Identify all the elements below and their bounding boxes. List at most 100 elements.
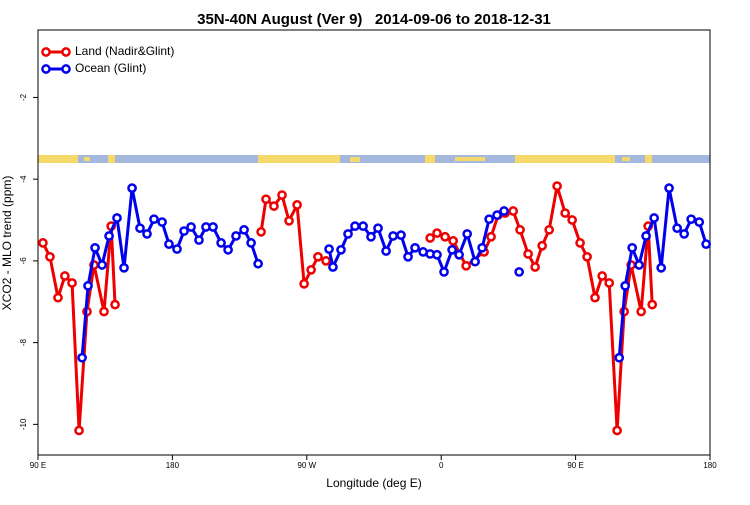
map-strip (38, 155, 710, 163)
data-point (620, 280, 631, 291)
y-axis-label: XCO2 - MLO trend (ppm) (0, 176, 14, 311)
data-point (396, 230, 406, 240)
data-point (679, 229, 690, 239)
data-point (38, 238, 48, 248)
data-point (582, 251, 592, 262)
x-tick-label: 90 W (297, 461, 316, 470)
data-point (324, 244, 334, 254)
data-point (523, 249, 533, 259)
legend-label: Land (Nadir&Glint) (75, 44, 174, 58)
data-point (45, 251, 55, 262)
data-point (53, 292, 63, 303)
x-axis-label: Longitude (deg E) (326, 476, 421, 490)
data-point (157, 217, 167, 227)
map-land (350, 157, 360, 162)
data-point (508, 206, 519, 216)
data-point (67, 278, 77, 288)
data-point (350, 221, 360, 232)
data-point (641, 231, 651, 241)
legend-label: Ocean (Glint) (75, 61, 146, 75)
map-land (84, 157, 90, 161)
data-point (544, 224, 555, 235)
data-point (388, 231, 398, 241)
data-point (439, 267, 449, 277)
data-point (477, 242, 487, 253)
data-point (664, 183, 674, 193)
data-point (112, 213, 122, 223)
map-land (455, 157, 485, 161)
data-point (74, 425, 84, 436)
data-point (358, 221, 368, 232)
data-point (701, 239, 711, 249)
data-point (149, 214, 159, 225)
data-point (77, 352, 87, 363)
data-point (461, 260, 471, 271)
data-point (239, 224, 249, 235)
data-point (686, 214, 697, 225)
data-point (253, 258, 263, 269)
data-point (97, 260, 107, 270)
data-point (83, 280, 93, 291)
data-point (110, 299, 120, 310)
y-tick-label: -2 (19, 93, 28, 101)
data-point (208, 222, 218, 232)
map-land (515, 155, 615, 163)
data-point (256, 227, 266, 237)
data-point (403, 251, 413, 262)
data-point (590, 292, 600, 303)
data-point (366, 231, 376, 242)
data-point (172, 244, 182, 254)
map-land (622, 157, 630, 161)
data-point (656, 262, 667, 273)
data-point (499, 206, 509, 216)
map-land (38, 155, 78, 163)
legend-marker (41, 64, 51, 74)
legend: Land (Nadir&Glint) Ocean (Glint) (41, 44, 174, 75)
data-point (142, 229, 152, 239)
x-tick-label: 90 E (30, 461, 46, 470)
data-point (530, 262, 540, 272)
data-point (99, 306, 109, 317)
data-point (440, 231, 450, 242)
data-point (432, 249, 442, 260)
map-land (258, 155, 340, 163)
data-point (514, 267, 525, 277)
data-point (179, 226, 189, 236)
data-point (484, 214, 494, 225)
data-point (284, 215, 294, 226)
data-point (381, 246, 391, 256)
data-point (604, 278, 615, 288)
data-point (216, 238, 226, 248)
data-point (649, 213, 659, 223)
y-tick-label: -6 (19, 257, 28, 265)
data-point (432, 228, 442, 238)
data-point (470, 256, 480, 267)
data-point (246, 238, 256, 248)
legend-marker (41, 47, 51, 57)
data-point (292, 200, 302, 210)
data-point (90, 242, 100, 253)
data-point (186, 222, 196, 232)
data-point (60, 271, 70, 281)
chart-title: 35N-40N August (Ver 9) 2014-09-06 to 201… (197, 11, 551, 28)
data-point (425, 233, 435, 243)
x-tick-label: 0 (439, 461, 444, 470)
legend-marker (61, 64, 71, 74)
data-point (410, 242, 420, 253)
data-point (492, 210, 502, 220)
data-point (336, 245, 346, 255)
data-point (299, 278, 309, 289)
map-land (108, 155, 115, 163)
data-point (575, 238, 585, 248)
x-tick-label: 180 (166, 461, 180, 470)
data-point (454, 249, 464, 260)
data-point (694, 217, 705, 227)
x-tick-label: 180 (703, 461, 717, 470)
data-point (627, 242, 638, 253)
data-point (135, 223, 145, 234)
data-point (119, 262, 129, 273)
data-point (164, 239, 174, 249)
data-point (313, 251, 323, 262)
data-point (515, 224, 525, 235)
